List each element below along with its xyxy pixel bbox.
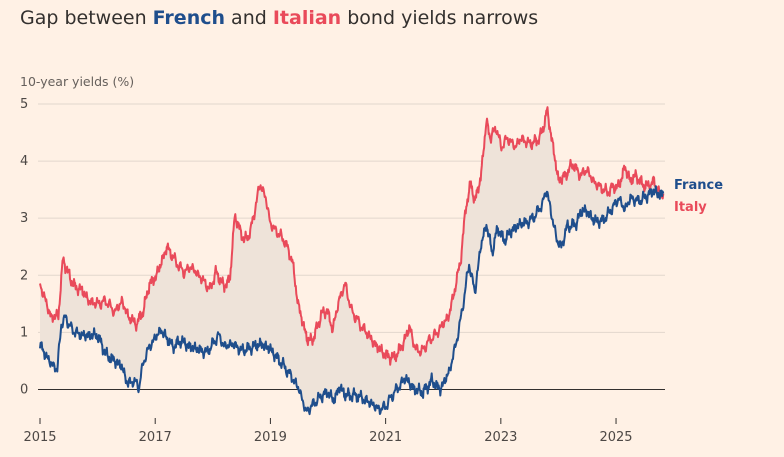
title-suffix: bond yields narrows [341, 7, 538, 29]
y-tick-label: 3 [20, 211, 28, 226]
y-tick-label: 2 [20, 268, 28, 283]
title-middle: and [225, 7, 273, 29]
legend-italy: Italy [674, 200, 707, 215]
x-tick-label: 2017 [139, 430, 172, 445]
x-tick-label: 2025 [599, 430, 632, 445]
y-tick-labels: 0 1 2 3 4 5 [20, 97, 28, 397]
gap-area [40, 107, 664, 415]
x-tick-label: 2015 [23, 430, 56, 445]
y-axis-label: 10-year yields (%) [20, 74, 134, 89]
chart-title: Gap between French and Italian bond yiel… [20, 7, 538, 29]
x-axis: 2015 2017 2019 2021 2023 2025 [23, 418, 633, 445]
italy-line [39, 106, 665, 366]
title-italian: Italian [273, 7, 341, 29]
x-tick-label: 2019 [254, 430, 287, 445]
x-tick-label: 2023 [484, 430, 517, 445]
y-tick-label: 5 [20, 97, 28, 112]
title-french: French [153, 7, 225, 29]
y-tick-label: 1 [20, 325, 28, 340]
y-tick-label: 4 [20, 154, 28, 169]
title-prefix: Gap between [20, 7, 153, 29]
x-tick-label: 2021 [369, 430, 402, 445]
france-line [39, 185, 665, 416]
y-tick-label: 0 [20, 382, 28, 397]
legend-france: France [674, 178, 723, 193]
